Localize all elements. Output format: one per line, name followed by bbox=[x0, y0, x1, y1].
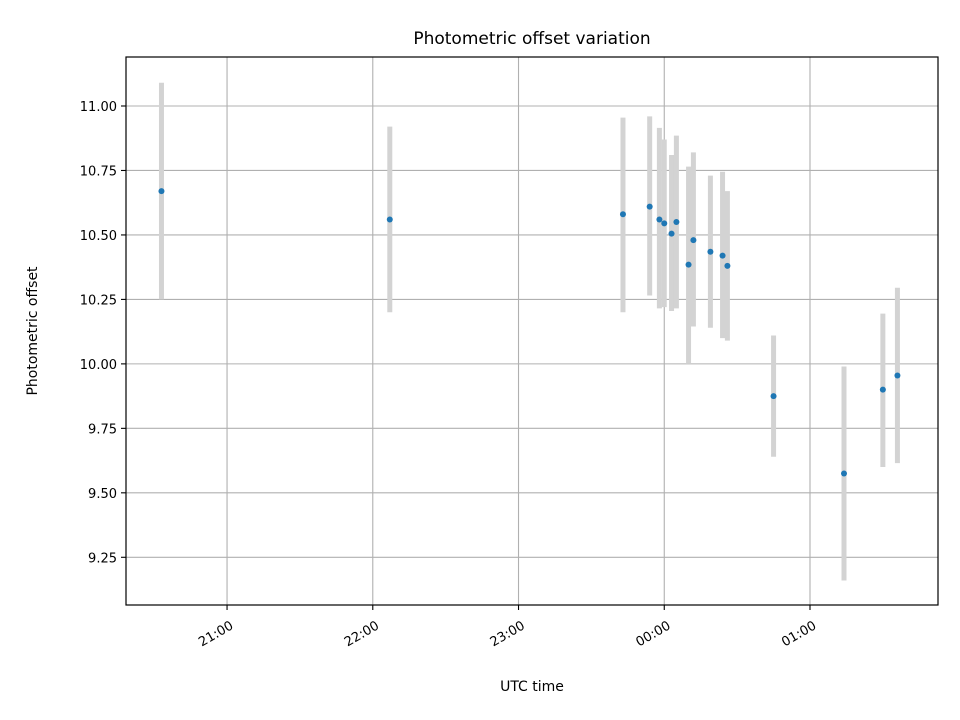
y-axis-label: Photometric offset bbox=[25, 266, 41, 396]
data-point bbox=[724, 262, 731, 269]
grid bbox=[126, 57, 938, 605]
data-point bbox=[646, 203, 653, 210]
data-point bbox=[668, 230, 675, 237]
data-point bbox=[158, 188, 165, 195]
data-point bbox=[619, 211, 626, 218]
chart-title: Photometric offset variation bbox=[413, 29, 650, 49]
y-tick-label: 10.50 bbox=[80, 229, 117, 244]
data-point bbox=[770, 393, 777, 400]
data-point bbox=[707, 248, 714, 255]
data-point bbox=[840, 470, 847, 477]
y-tick-label: 9.25 bbox=[88, 551, 117, 566]
data-points bbox=[158, 188, 901, 477]
data-point bbox=[673, 219, 680, 226]
data-point bbox=[879, 386, 886, 393]
data-point bbox=[894, 372, 901, 379]
y-tick-label: 10.25 bbox=[80, 293, 117, 308]
x-axis-label: UTC time bbox=[500, 679, 564, 695]
y-tick-label: 9.50 bbox=[88, 487, 117, 502]
data-point bbox=[719, 252, 726, 259]
y-axis-ticks: 9.25 9.50 9.75 10.00 10.25 10.50 10.75 11.00 bbox=[80, 100, 126, 566]
y-tick-label: 9.75 bbox=[88, 422, 117, 437]
y-tick-label: 11.00 bbox=[80, 100, 117, 115]
plot-frame bbox=[125, 56, 939, 606]
data-point bbox=[690, 237, 697, 244]
data-point bbox=[386, 216, 393, 223]
y-tick-label: 10.75 bbox=[80, 164, 117, 179]
data-point bbox=[685, 261, 692, 268]
y-tick-label: 10.00 bbox=[80, 358, 117, 373]
data-point bbox=[656, 216, 663, 223]
data-point bbox=[661, 220, 668, 227]
